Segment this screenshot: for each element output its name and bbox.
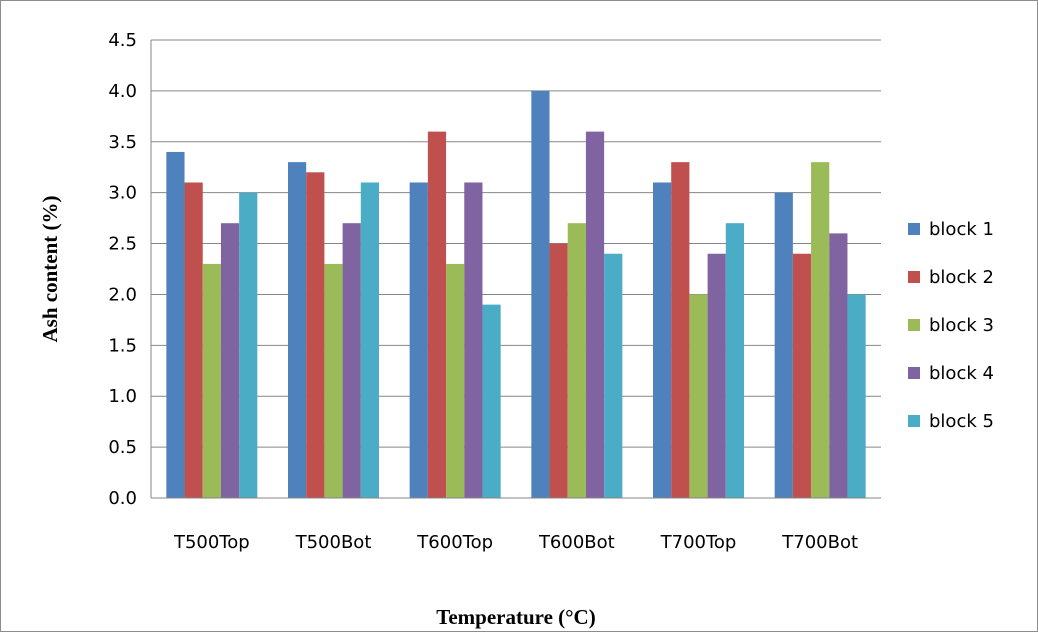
y-tick-label: 0.5: [108, 437, 137, 458]
y-tick-label: 3.5: [108, 132, 137, 153]
bar-block-2-t700top: [671, 162, 690, 498]
legend-swatch-block-5: [908, 415, 920, 427]
bar-block-4-t500top: [220, 223, 240, 498]
bar-block-4-t500bot: [342, 223, 361, 498]
y-tick-label: 1.0: [108, 386, 137, 407]
y-tick-label: 1.5: [108, 335, 137, 356]
x-tick-labels: T500Top T500Bot T600Top T600Bot T700Top T700B…: [173, 532, 858, 553]
x-axis-title: Temperature (°C): [436, 605, 595, 629]
legend-label-block-3: block 3: [929, 315, 994, 336]
bar-block-2-t500top: [184, 182, 203, 498]
legend-swatch-block-1: [908, 223, 920, 235]
bar-block-5-t600top: [482, 304, 501, 498]
bar-block-2-t700bot: [792, 253, 812, 498]
x-tick-label: T700Top: [660, 532, 737, 553]
legend-label-block-5: block 5: [929, 411, 994, 432]
legend-label-block-2: block 2: [929, 267, 994, 288]
bar-block-5-t500bot: [360, 182, 379, 498]
x-tick-label: T500Top: [173, 532, 250, 553]
bar-block-2-t500bot: [306, 172, 325, 499]
legend-swatch-block-3: [908, 319, 920, 331]
bars: [166, 90, 866, 499]
bar-block-1-t700bot: [774, 192, 793, 498]
x-tick-label: T500Bot: [295, 532, 372, 553]
bar-block-1-t700top: [653, 182, 672, 498]
bar-block-1-t500bot: [288, 162, 307, 498]
legend: block 1 block 2 block 3 block 4 block 5: [908, 219, 994, 432]
y-tick-label: 4.5: [108, 30, 137, 51]
legend-label-block-4: block 4: [929, 363, 994, 384]
bar-block-5-t500top: [239, 192, 258, 498]
gridlines: [151, 39, 881, 448]
bar-block-1-t500top: [166, 151, 185, 498]
y-tick-label: 4.0: [108, 81, 137, 102]
bar-block-4-t700bot: [829, 233, 848, 498]
bar-block-3-t600bot: [567, 223, 586, 498]
bar-block-5-t700bot: [847, 294, 866, 498]
y-tick-label: 2.5: [108, 234, 137, 255]
y-tick-label: 0.0: [108, 488, 137, 509]
bar-block-2-t600top: [427, 131, 447, 498]
bar-block-3-t500top: [202, 263, 221, 498]
bar-block-4-t700top: [707, 253, 726, 498]
bar-block-3-t700top: [689, 294, 708, 498]
y-tick-label: 3.0: [108, 183, 137, 204]
y-tick-labels: 0.0 0.5 1.0 1.5 2.0 2.5 3.0 3.5 4.0 4.5: [108, 30, 137, 509]
bar-block-3-t600top: [446, 263, 465, 498]
x-tick-label: T600Top: [416, 532, 493, 553]
x-tick-label: T600Bot: [538, 532, 615, 553]
y-axis-title: Ash content (%): [38, 196, 62, 343]
bar-block-5-t700top: [725, 223, 744, 498]
bar-block-1-t600top: [409, 182, 428, 498]
bar-block-4-t600top: [464, 182, 483, 498]
bar-block-1-t600bot: [531, 90, 550, 498]
y-tick-label: 2.0: [108, 284, 137, 305]
bar-block-3-t700bot: [811, 162, 830, 498]
bar-block-3-t500bot: [324, 263, 343, 498]
legend-swatch-block-2: [908, 271, 920, 283]
x-tick-label: T700Bot: [781, 532, 858, 553]
bar-block-5-t600bot: [604, 253, 623, 498]
bar-block-2-t600bot: [549, 243, 568, 498]
bar-block-4-t600bot: [585, 131, 605, 498]
legend-swatch-block-4: [908, 367, 920, 379]
legend-label-block-1: block 1: [929, 219, 994, 240]
axes: [150, 40, 881, 499]
